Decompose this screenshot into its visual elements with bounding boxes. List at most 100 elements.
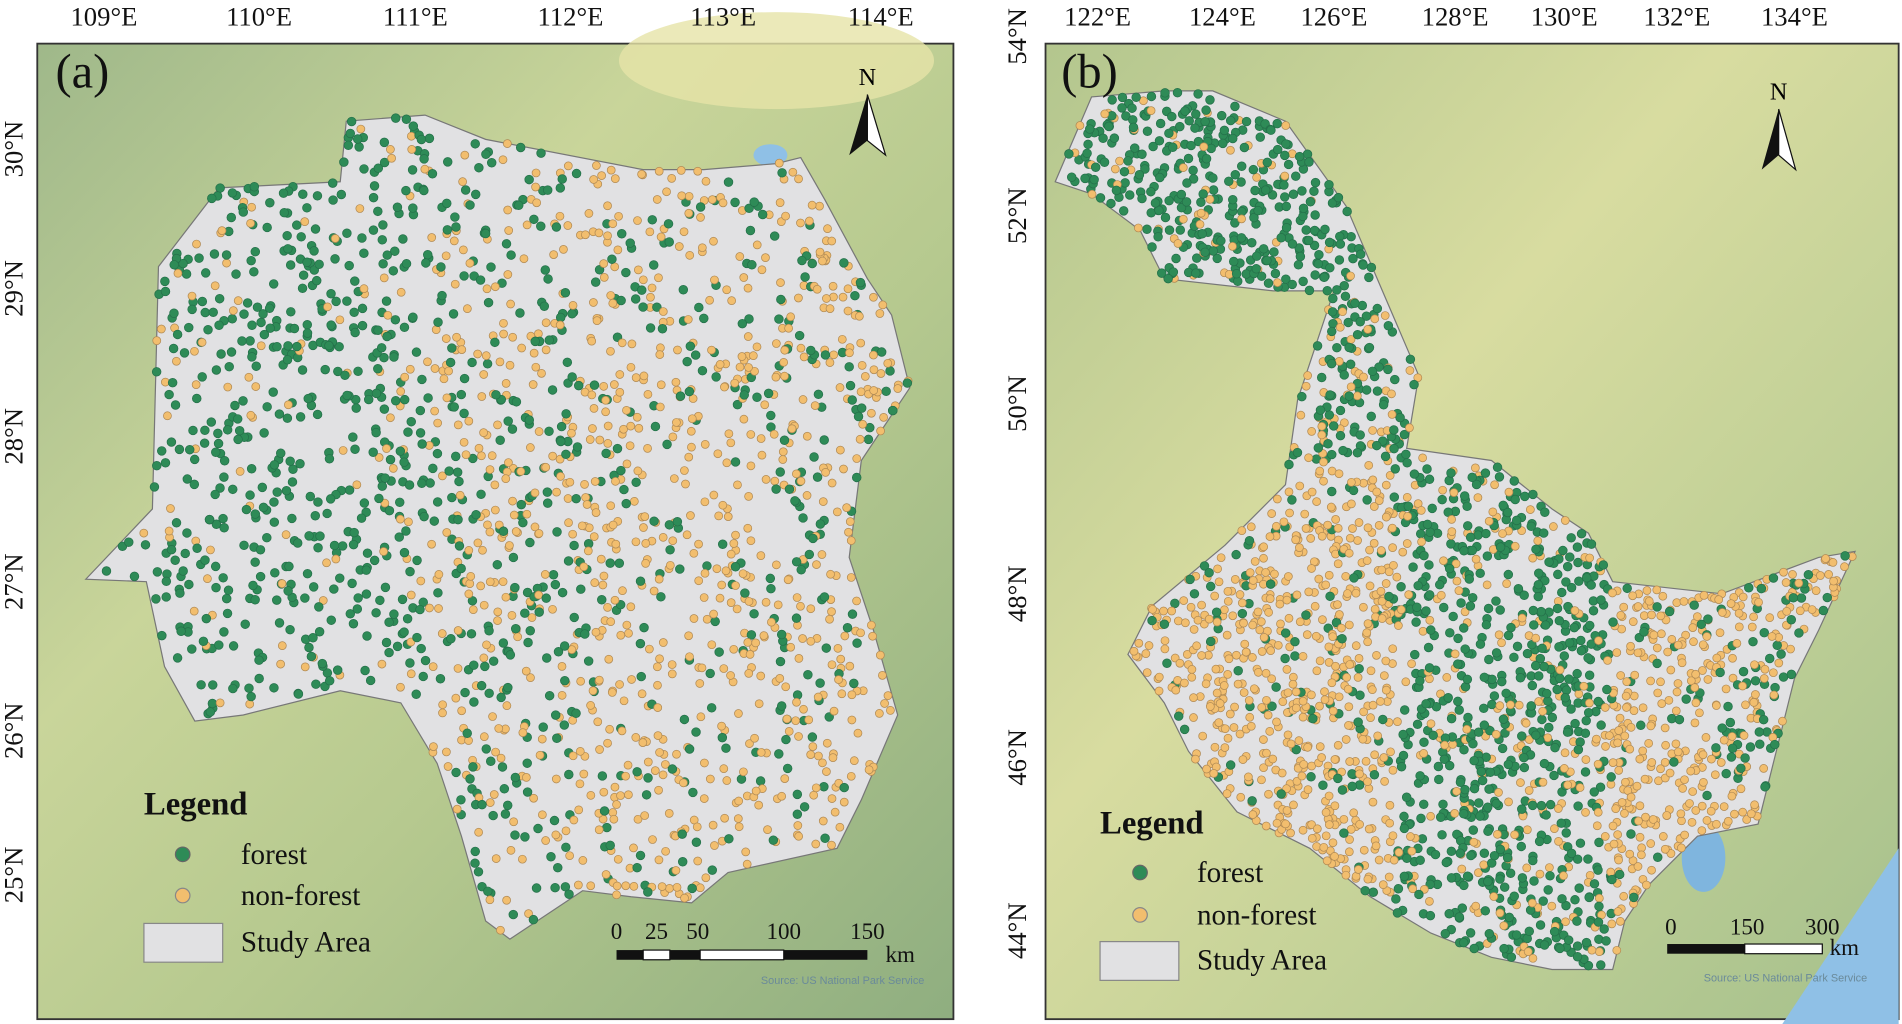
sample-point xyxy=(1415,676,1425,686)
sample-point xyxy=(304,531,314,541)
sample-point xyxy=(710,275,719,285)
sample-point xyxy=(482,640,491,650)
sample-point xyxy=(450,212,460,222)
sample-point xyxy=(577,521,587,531)
sample-point xyxy=(1295,617,1305,627)
sample-point xyxy=(298,189,308,199)
sample-point xyxy=(1517,731,1527,741)
sample-point xyxy=(626,421,636,431)
sample-point xyxy=(310,224,321,234)
sample-point xyxy=(1689,637,1698,647)
sample-point xyxy=(375,595,385,606)
sample-point xyxy=(485,465,495,474)
sample-point xyxy=(286,307,296,317)
sample-point xyxy=(821,468,830,477)
sample-point xyxy=(1754,727,1765,737)
sample-point xyxy=(251,382,261,391)
sample-point xyxy=(510,772,521,783)
sample-point xyxy=(1437,830,1447,840)
sample-point xyxy=(510,623,521,634)
sample-point xyxy=(1335,610,1344,619)
sample-point xyxy=(1259,763,1268,773)
sample-point xyxy=(834,675,843,684)
sample-point xyxy=(1297,186,1307,196)
sample-point xyxy=(510,582,520,593)
sample-point xyxy=(718,198,728,208)
sample-point xyxy=(818,758,827,768)
sample-point xyxy=(1557,894,1567,904)
sample-point xyxy=(1280,150,1290,161)
sample-point xyxy=(1440,928,1451,939)
sample-point xyxy=(701,176,711,186)
sample-point xyxy=(594,265,605,275)
sample-point xyxy=(766,422,776,432)
sample-point xyxy=(1738,681,1747,691)
sample-point xyxy=(1612,945,1622,955)
sample-point xyxy=(496,753,506,763)
sample-point xyxy=(1656,677,1665,687)
sample-point xyxy=(1786,615,1797,625)
sample-point xyxy=(533,823,543,834)
sample-point xyxy=(1317,421,1327,431)
sample-point xyxy=(1201,105,1211,115)
sample-point xyxy=(1300,509,1310,519)
sample-point xyxy=(557,662,567,671)
sample-point xyxy=(568,751,578,761)
lon-label: 113°E xyxy=(690,1,756,31)
sample-point xyxy=(1167,111,1177,122)
sample-point xyxy=(1315,742,1325,751)
sample-point xyxy=(425,478,435,488)
sample-point xyxy=(454,541,465,551)
sample-point xyxy=(1237,214,1246,224)
sample-point xyxy=(1314,250,1324,260)
sample-point xyxy=(571,493,581,504)
sample-point xyxy=(631,477,641,488)
sample-point xyxy=(446,634,456,644)
sample-point xyxy=(197,337,207,347)
sample-point xyxy=(1364,272,1374,283)
sample-point xyxy=(591,627,601,637)
sample-point xyxy=(1381,579,1391,588)
sample-point xyxy=(794,732,803,741)
sample-point xyxy=(1405,366,1415,375)
sample-point xyxy=(1478,703,1489,714)
sample-point xyxy=(232,414,243,424)
sample-point xyxy=(1307,564,1316,573)
sample-point xyxy=(1545,863,1554,872)
sample-point xyxy=(501,379,511,388)
sample-point xyxy=(416,134,427,145)
sample-point xyxy=(1538,528,1549,538)
sample-point xyxy=(459,373,470,384)
sample-point xyxy=(700,758,709,768)
sample-point xyxy=(282,230,292,241)
sample-point xyxy=(1345,757,1355,766)
sample-point xyxy=(1100,109,1110,119)
sample-point xyxy=(1593,759,1603,769)
sample-point xyxy=(590,578,600,588)
sample-point xyxy=(1312,824,1322,834)
sample-point xyxy=(214,640,224,650)
sample-point xyxy=(1324,642,1334,652)
sample-point xyxy=(796,476,806,486)
sample-point xyxy=(546,852,556,862)
sample-point xyxy=(1155,118,1166,129)
sample-point xyxy=(1459,745,1469,755)
sample-point xyxy=(653,703,663,712)
sample-point xyxy=(1626,792,1636,802)
sample-point xyxy=(538,810,547,820)
sample-point xyxy=(1462,724,1472,734)
sample-point xyxy=(287,513,297,524)
sample-point xyxy=(1828,558,1838,567)
sample-point xyxy=(876,369,886,378)
sample-point xyxy=(302,257,312,267)
sample-point xyxy=(1313,259,1324,269)
sample-point xyxy=(201,613,212,624)
sample-point xyxy=(433,588,443,598)
sample-point xyxy=(488,810,498,821)
sample-point xyxy=(1287,239,1298,249)
sample-point xyxy=(330,254,340,264)
sample-point xyxy=(272,595,282,605)
sample-point xyxy=(744,314,754,324)
sample-point xyxy=(1473,493,1483,502)
sample-point xyxy=(864,765,874,775)
